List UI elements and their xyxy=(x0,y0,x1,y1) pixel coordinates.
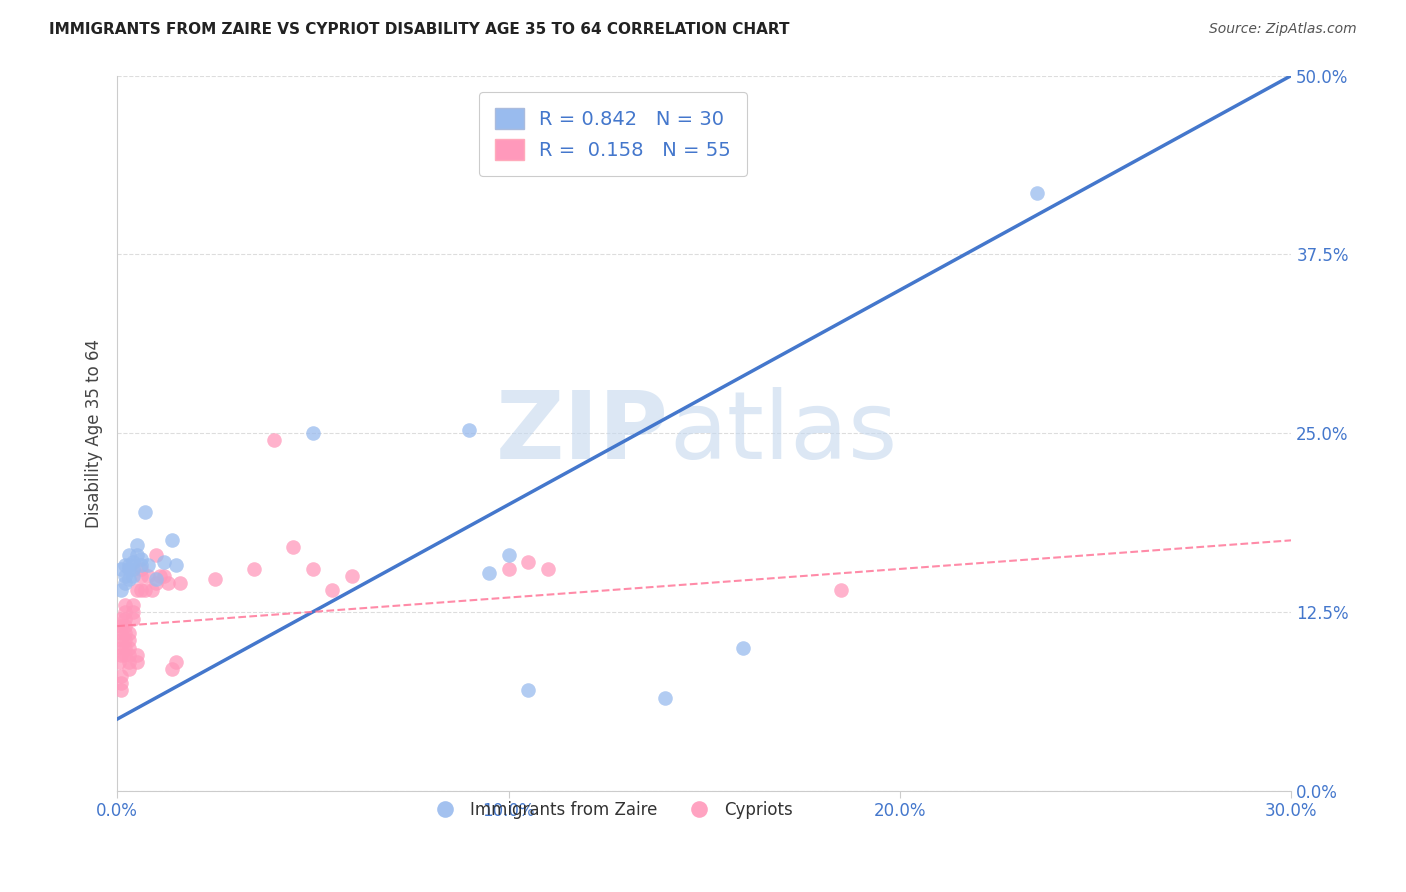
Text: IMMIGRANTS FROM ZAIRE VS CYPRIOT DISABILITY AGE 35 TO 64 CORRELATION CHART: IMMIGRANTS FROM ZAIRE VS CYPRIOT DISABIL… xyxy=(49,22,790,37)
Point xyxy=(302,562,325,576)
Point xyxy=(129,558,152,572)
Point xyxy=(118,655,141,669)
Point xyxy=(517,683,540,698)
Point xyxy=(129,569,152,583)
Point xyxy=(110,676,132,690)
Point xyxy=(118,640,141,655)
Point xyxy=(110,612,132,626)
Point xyxy=(134,505,156,519)
Point xyxy=(138,569,160,583)
Point xyxy=(110,626,132,640)
Point xyxy=(114,558,136,572)
Point xyxy=(114,576,136,591)
Point xyxy=(243,562,266,576)
Point xyxy=(498,562,520,576)
Point xyxy=(118,648,141,662)
Point xyxy=(263,434,285,448)
Point xyxy=(498,548,520,562)
Point xyxy=(830,583,852,598)
Point xyxy=(114,619,136,633)
Point xyxy=(110,669,132,683)
Text: ZIP: ZIP xyxy=(496,387,669,479)
Point xyxy=(145,572,167,586)
Point xyxy=(125,538,148,552)
Point xyxy=(153,569,176,583)
Point xyxy=(169,576,191,591)
Point xyxy=(121,562,143,576)
Point xyxy=(125,548,148,562)
Point xyxy=(118,626,141,640)
Point xyxy=(165,558,187,572)
Point xyxy=(110,583,132,598)
Point xyxy=(129,552,152,566)
Legend: Immigrants from Zaire, Cypriots: Immigrants from Zaire, Cypriots xyxy=(422,794,799,825)
Point xyxy=(138,558,160,572)
Point xyxy=(125,655,148,669)
Point xyxy=(114,598,136,612)
Point xyxy=(114,569,136,583)
Point xyxy=(283,541,305,555)
Point xyxy=(537,562,560,576)
Point xyxy=(654,690,676,705)
Point xyxy=(121,569,143,583)
Point xyxy=(134,583,156,598)
Point xyxy=(458,423,481,437)
Point xyxy=(114,633,136,648)
Point xyxy=(478,566,501,581)
Point xyxy=(118,562,141,576)
Point xyxy=(110,633,132,648)
Point xyxy=(110,562,132,576)
Point xyxy=(118,572,141,586)
Y-axis label: Disability Age 35 to 64: Disability Age 35 to 64 xyxy=(86,339,103,527)
Point xyxy=(121,605,143,619)
Point xyxy=(145,548,167,562)
Point xyxy=(125,648,148,662)
Point xyxy=(145,576,167,591)
Text: atlas: atlas xyxy=(669,387,897,479)
Point xyxy=(1026,186,1049,200)
Point xyxy=(121,598,143,612)
Point xyxy=(733,640,755,655)
Point xyxy=(118,558,141,572)
Point xyxy=(160,533,183,548)
Point xyxy=(129,583,152,598)
Point xyxy=(302,425,325,440)
Point xyxy=(118,633,141,648)
Point xyxy=(114,640,136,655)
Point xyxy=(153,555,176,569)
Point xyxy=(129,562,152,576)
Point xyxy=(321,583,343,598)
Point xyxy=(110,648,132,662)
Point xyxy=(121,555,143,569)
Point xyxy=(121,612,143,626)
Point xyxy=(114,626,136,640)
Point xyxy=(157,576,180,591)
Point xyxy=(125,583,148,598)
Point xyxy=(114,612,136,626)
Text: Source: ZipAtlas.com: Source: ZipAtlas.com xyxy=(1209,22,1357,37)
Point xyxy=(340,569,363,583)
Point xyxy=(118,548,141,562)
Point xyxy=(141,583,163,598)
Point xyxy=(204,572,226,586)
Point xyxy=(118,662,141,676)
Point xyxy=(517,555,540,569)
Point xyxy=(110,640,132,655)
Point xyxy=(110,683,132,698)
Point xyxy=(110,619,132,633)
Point xyxy=(165,655,187,669)
Point xyxy=(114,648,136,662)
Point xyxy=(149,569,172,583)
Point xyxy=(108,655,131,669)
Point xyxy=(114,605,136,619)
Point xyxy=(160,662,183,676)
